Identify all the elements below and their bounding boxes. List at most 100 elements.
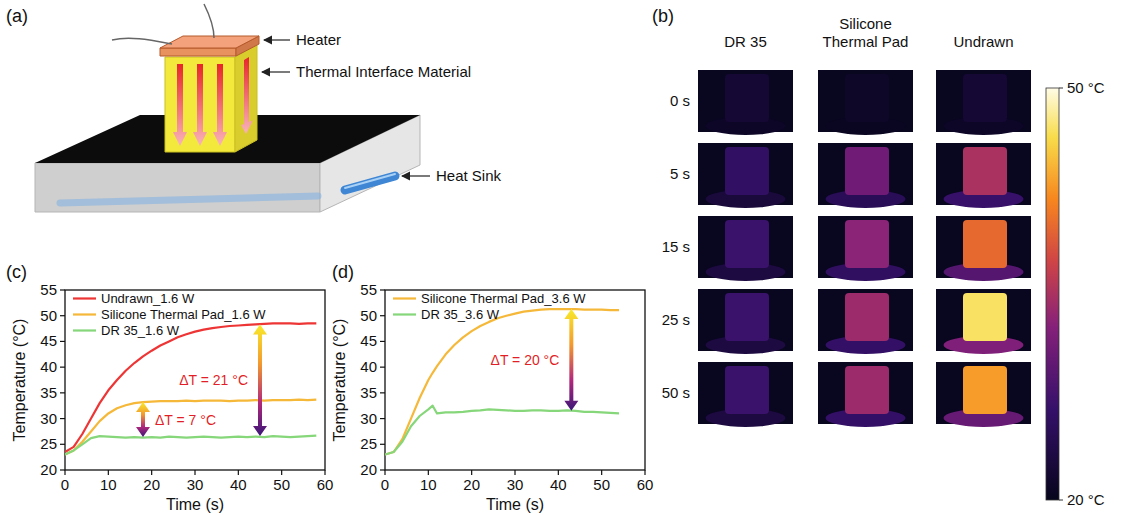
legend-label: Undrawn_1.6 W <box>101 291 195 306</box>
y-tick-label: 40 <box>360 358 377 375</box>
legend: Silicone Thermal Pad_3.6 WDR 35_3.6 W <box>393 291 586 322</box>
y-tick <box>380 444 385 445</box>
pipe <box>345 176 395 190</box>
thermal-image <box>818 362 913 427</box>
thermal-image <box>936 143 1031 208</box>
thermal-image <box>818 216 913 281</box>
panel-letter: (d) <box>332 262 354 282</box>
header-line: Undrawn <box>953 33 1013 50</box>
y-tick-label: 25 <box>40 435 57 452</box>
legend-label: Silicone Thermal Pad_1.6 W <box>101 307 266 322</box>
thermal-image <box>818 70 913 135</box>
x-tick <box>238 470 239 475</box>
y-tick-label: 25 <box>360 435 377 452</box>
thermal-image <box>936 289 1031 354</box>
tim-hot-spot <box>845 220 889 268</box>
heat-arrow <box>193 64 207 146</box>
plot-lines <box>65 323 316 454</box>
heat-arrow <box>173 64 187 146</box>
colorbar-label: 20 °C <box>1067 491 1105 508</box>
pointer <box>402 175 430 176</box>
delta-t-arrow <box>136 402 150 437</box>
x-tick <box>644 470 645 475</box>
column-header: SiliconeThermal Pad <box>823 15 909 50</box>
legend-swatch <box>73 297 96 299</box>
y-tick-label: 30 <box>40 410 57 427</box>
y-tick-label: 45 <box>360 332 377 349</box>
x-tick <box>194 470 195 475</box>
x-tick <box>514 470 515 475</box>
series-line <box>65 436 316 455</box>
heater-top <box>160 36 259 48</box>
legend: Undrawn_1.6 WSilicone Thermal Pad_1.6 WD… <box>73 291 266 338</box>
column-header: DR 35 <box>724 33 767 50</box>
tim-hot-spot <box>963 220 1007 268</box>
x-tick-label: 50 <box>593 476 610 493</box>
x-tick-label: 20 <box>463 476 480 493</box>
heater-front <box>160 48 236 56</box>
delta-t-label: ΔT = 20 °C <box>491 352 560 368</box>
thermal-image <box>698 362 793 427</box>
x-tick <box>324 470 325 475</box>
legend-swatch <box>393 313 416 315</box>
y-tick <box>380 469 385 470</box>
line-chart: 20253035404550550102030405060Time (s)Tem… <box>11 281 333 513</box>
y-tick-label: 45 <box>40 332 57 349</box>
series-line <box>385 406 619 455</box>
y-tick <box>380 315 385 316</box>
legend-swatch <box>73 329 96 331</box>
y-tick <box>380 418 385 419</box>
panel-letter: (a) <box>6 6 28 26</box>
figure: (a)(b)(c)(d)HeaterThermal Interface Mate… <box>0 0 1130 515</box>
x-tick <box>471 470 472 475</box>
pipe <box>60 196 318 203</box>
panel-letter: (c) <box>6 262 27 282</box>
y-axis-title: Temperature (°C) <box>331 319 348 442</box>
delta-t-label: ΔT = 21 °C <box>179 372 248 388</box>
thermal-image <box>936 216 1031 281</box>
y-tick-label: 50 <box>360 307 377 324</box>
y-tick <box>60 469 65 470</box>
y-tick <box>380 341 385 342</box>
wire <box>112 38 172 44</box>
pipe-highlight <box>345 174 395 188</box>
tim-hot-spot <box>963 293 1007 341</box>
y-tick <box>60 289 65 290</box>
tim-hot-spot <box>963 74 1007 122</box>
y-tick <box>60 444 65 445</box>
wire <box>204 4 214 38</box>
thermal-image <box>818 289 913 354</box>
y-tick <box>60 418 65 419</box>
x-tick <box>281 470 282 475</box>
x-tick-label: 60 <box>637 476 654 493</box>
x-tick <box>601 470 602 475</box>
column-header: Undrawn <box>953 33 1013 50</box>
thermal-image <box>698 70 793 135</box>
x-tick-label: 60 <box>317 476 334 493</box>
x-tick-label: 0 <box>381 476 389 493</box>
x-tick <box>108 470 109 475</box>
y-tick-label: 30 <box>360 410 377 427</box>
thermal-images: DR 35SiliconeThermal PadUndrawn0 s5 s15 … <box>662 15 1105 508</box>
tim-hot-spot <box>725 293 769 341</box>
row-label: 15 s <box>662 238 690 255</box>
colorbar-tick <box>1059 88 1063 89</box>
y-tick <box>380 367 385 368</box>
plot-lines <box>385 309 619 455</box>
x-tick <box>151 470 152 475</box>
x-tick <box>384 470 385 475</box>
pointer <box>262 71 290 72</box>
thermal-image <box>698 216 793 281</box>
tim-hot-spot <box>845 74 889 122</box>
diagram-label: Thermal Interface Material <box>296 63 471 80</box>
y-tick <box>60 367 65 368</box>
y-tick-label: 55 <box>360 281 377 298</box>
legend-label: DR 35_1.6 W <box>101 323 180 338</box>
pointer <box>264 39 290 40</box>
tim-hot-spot <box>845 366 889 414</box>
x-tick-label: 40 <box>230 476 247 493</box>
tim-hot-spot <box>845 147 889 195</box>
y-tick-label: 20 <box>360 461 377 478</box>
heat-arrow <box>241 57 253 134</box>
row-label: 50 s <box>662 384 690 401</box>
